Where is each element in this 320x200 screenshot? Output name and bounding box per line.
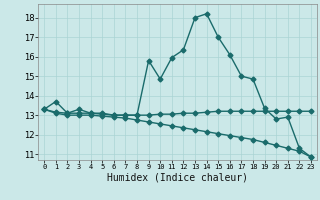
X-axis label: Humidex (Indice chaleur): Humidex (Indice chaleur) [107,173,248,183]
